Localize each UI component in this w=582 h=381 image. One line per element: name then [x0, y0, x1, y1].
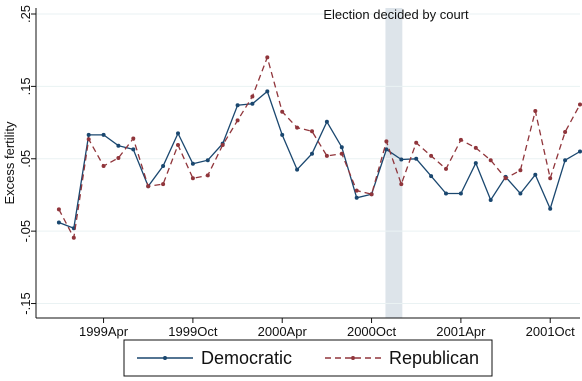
- y-axis-title: Excess fertility: [2, 121, 17, 205]
- legend-label-republican: Republican: [389, 348, 479, 368]
- data-point-democratic: [161, 164, 166, 168]
- data-point-democratic: [324, 119, 329, 124]
- data-point-democratic: [429, 174, 434, 179]
- data-point-democratic: [190, 161, 195, 166]
- data-point-democratic: [414, 156, 419, 161]
- legend-marker-republican: [351, 356, 355, 360]
- data-point-republican: [354, 188, 359, 193]
- data-point-republican: [205, 173, 210, 178]
- data-point-democratic: [56, 220, 61, 225]
- series-line-republican: [58, 55, 581, 240]
- data-point-democratic: [116, 143, 121, 148]
- legend-label-democratic: Democratic: [201, 348, 292, 368]
- data-point-republican: [235, 118, 240, 123]
- data-point-republican: [324, 153, 329, 158]
- legend-item-republican: Republican: [325, 348, 479, 368]
- x-ticks: 1999Apr 1999Oct 2000Apr 2000Oct 2001Apr 2001O…: [79, 318, 575, 339]
- data-point-republican: [518, 168, 523, 173]
- data-point-democratic: [563, 158, 568, 163]
- x-tick-label: 2001Oct: [526, 324, 576, 339]
- data-point-democratic: [384, 147, 389, 152]
- y-tick-label: -.05: [18, 220, 33, 242]
- x-tick-label: 2001Apr: [436, 324, 486, 339]
- legend-marker-democratic: [163, 356, 167, 360]
- series-line-democratic: [58, 90, 581, 230]
- data-point-democratic: [101, 132, 106, 137]
- y-tick-label: .05: [18, 150, 33, 168]
- data-point-democratic: [339, 145, 344, 150]
- data-point-republican: [533, 109, 538, 113]
- data-point-republican: [310, 129, 314, 134]
- series-republican: [56, 55, 582, 240]
- data-point-democratic: [280, 132, 285, 137]
- data-point-republican: [488, 158, 493, 163]
- data-point-republican: [384, 139, 389, 144]
- data-point-republican: [548, 176, 553, 181]
- data-point-republican: [414, 140, 419, 145]
- data-point-republican: [131, 136, 136, 141]
- data-point-republican: [71, 235, 76, 240]
- data-point-democratic: [176, 131, 180, 136]
- x-tick-label: 1999Apr: [79, 324, 129, 339]
- data-point-republican: [161, 182, 166, 187]
- data-point-republican: [280, 109, 285, 114]
- data-point-republican: [116, 156, 121, 160]
- data-point-democratic: [205, 158, 210, 163]
- y-tick-label: -.15: [18, 292, 33, 314]
- x-tick-label: 2000Apr: [258, 324, 308, 339]
- data-point-republican: [339, 151, 344, 156]
- x-tick-label: 2000Oct: [347, 324, 397, 339]
- data-point-republican: [503, 176, 508, 181]
- data-point-democratic: [86, 132, 91, 137]
- data-point-democratic: [518, 191, 523, 196]
- data-point-democratic: [548, 206, 553, 211]
- x-tick-label: 1999Oct: [168, 324, 218, 339]
- data-point-democratic: [235, 103, 240, 108]
- data-point-republican: [220, 143, 225, 147]
- data-point-democratic: [295, 167, 300, 172]
- gridlines: [36, 13, 580, 305]
- data-point-democratic: [473, 161, 478, 166]
- legend-item-democratic: Democratic: [137, 348, 292, 368]
- data-point-democratic: [533, 172, 538, 177]
- data-point-democratic: [250, 101, 255, 106]
- data-point-republican: [399, 182, 404, 187]
- data-point-democratic: [310, 151, 314, 156]
- data-point-democratic: [399, 157, 404, 162]
- y-ticks: .25 .15 .05 -.05 -.15: [18, 5, 36, 315]
- data-point-democratic: [354, 195, 359, 200]
- data-point-republican: [101, 164, 106, 168]
- data-point-democratic: [265, 89, 270, 94]
- data-point-republican: [473, 145, 478, 150]
- data-point-democratic: [131, 147, 136, 152]
- data-point-democratic: [578, 149, 582, 154]
- data-point-republican: [176, 143, 180, 147]
- data-point-republican: [86, 137, 91, 142]
- series-layer: [56, 55, 582, 240]
- data-point-republican: [444, 166, 448, 171]
- data-point-republican: [190, 176, 195, 181]
- data-point-republican: [458, 137, 463, 142]
- data-point-democratic: [444, 191, 448, 196]
- data-point-republican: [369, 192, 374, 197]
- data-point-republican: [56, 207, 61, 212]
- data-point-republican: [265, 55, 270, 60]
- annotation-text: Election decided by court: [323, 7, 469, 22]
- y-tick-label: .15: [18, 77, 33, 95]
- data-point-republican: [429, 153, 434, 158]
- data-point-republican: [146, 184, 151, 189]
- y-tick-label: .25: [18, 5, 33, 23]
- data-point-republican: [250, 94, 255, 99]
- data-point-republican: [295, 125, 300, 130]
- data-point-republican: [578, 102, 582, 107]
- data-point-democratic: [458, 191, 463, 196]
- legend: Democratic Republican: [123, 339, 493, 377]
- data-point-republican: [563, 130, 568, 134]
- series-democratic: [56, 89, 582, 231]
- data-point-democratic: [488, 198, 493, 202]
